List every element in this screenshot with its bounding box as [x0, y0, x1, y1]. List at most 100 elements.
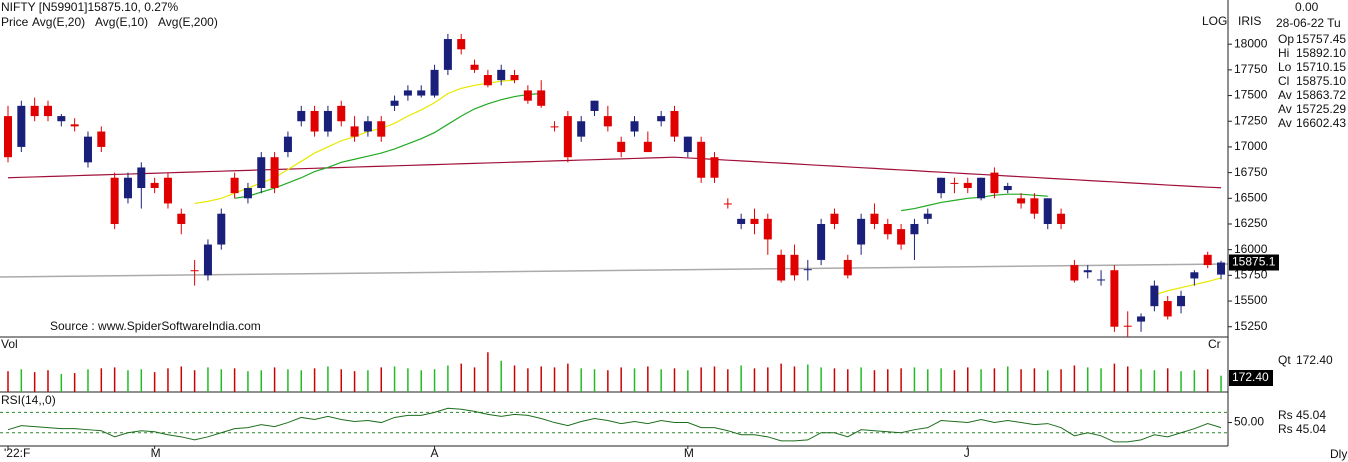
candle-body — [270, 157, 279, 189]
candle-body — [350, 126, 359, 137]
candle-body — [297, 110, 306, 122]
candle-body — [790, 254, 799, 276]
info-label: Av — [1278, 116, 1292, 130]
candle-body — [617, 141, 626, 153]
y-tick-label: 18000 — [1234, 36, 1268, 50]
candle-body — [990, 172, 999, 194]
candle-body — [523, 90, 532, 101]
candle-body — [550, 126, 559, 128]
info-value: 15710.15 — [1296, 60, 1346, 74]
candle-body — [577, 121, 586, 137]
candle-body — [710, 157, 719, 178]
candle-body — [590, 100, 599, 111]
candle-body — [963, 182, 972, 189]
candle-body — [230, 177, 239, 194]
x-tick-label: A — [431, 446, 439, 460]
ma-line — [901, 193, 1048, 212]
candle-body — [1137, 316, 1146, 322]
candle-body — [843, 259, 852, 276]
candle-body — [137, 167, 146, 189]
rsi-line — [7, 407, 1222, 443]
last-volume-label: 172.40 — [1232, 370, 1269, 384]
info-value: 15863.72 — [1296, 88, 1346, 102]
x-tick-label: M — [684, 446, 694, 460]
info-value: 15725.29 — [1296, 102, 1346, 116]
candle-body — [1097, 279, 1106, 281]
candle-body — [977, 177, 986, 199]
candle-body — [30, 105, 39, 117]
candle-body — [750, 218, 759, 224]
candle-body — [1030, 198, 1039, 214]
candle-body — [457, 39, 466, 50]
info-value: 15875.10 — [1296, 74, 1346, 88]
info-value: 172.40 — [1296, 353, 1333, 367]
candle-body — [257, 157, 266, 189]
candle-body — [177, 213, 186, 224]
candle-body — [883, 223, 892, 235]
candle-body — [57, 116, 66, 122]
candle-body — [657, 116, 666, 122]
candle-body — [1163, 301, 1172, 317]
candle-body — [630, 121, 639, 132]
candle-body — [777, 254, 786, 281]
candle-body — [950, 182, 959, 184]
y-tick-label: 16000 — [1234, 242, 1268, 256]
candle-body — [1017, 198, 1026, 204]
candle-body — [190, 270, 199, 272]
candle-body — [537, 90, 546, 106]
corner-label: IRIS — [1238, 14, 1261, 28]
candle-body — [643, 141, 652, 153]
candle-body — [603, 116, 612, 127]
info-value: 16602.43 — [1296, 116, 1346, 130]
candle-body — [870, 213, 879, 224]
candle-body — [363, 121, 372, 132]
candle-body — [683, 136, 692, 153]
log-button[interactable]: LOG — [1202, 14, 1227, 28]
info-value: 45.04 — [1296, 408, 1326, 422]
legend-price: Price — [1, 15, 29, 29]
y-tick-label: 16500 — [1234, 190, 1268, 204]
candle-body — [1123, 325, 1132, 327]
candle-body — [1003, 185, 1012, 191]
x-tick-label: '22:F — [4, 446, 30, 460]
info-label: Cl — [1278, 74, 1289, 88]
candle-body — [1177, 295, 1186, 307]
candle-body — [1057, 213, 1066, 224]
candle-body — [430, 69, 439, 96]
legend-entry: Avg(E,200) — [158, 15, 218, 29]
candle-body — [70, 124, 79, 127]
candle-body — [723, 203, 732, 205]
info-value: 15757.45 — [1296, 32, 1346, 46]
candle-body — [697, 141, 706, 178]
legend-entry: Avg(E,20) — [32, 15, 85, 29]
candle-body — [1070, 265, 1079, 281]
candle-body — [390, 100, 399, 106]
candle-body — [1083, 270, 1092, 273]
y-tick-label: 17000 — [1234, 139, 1268, 153]
candle-body — [483, 75, 492, 86]
candle-body — [670, 110, 679, 137]
candle-body — [1043, 198, 1052, 224]
info-label: Op — [1278, 32, 1294, 46]
candle-body — [1217, 262, 1226, 275]
candle-body — [243, 188, 252, 199]
y-tick-label: 16750 — [1234, 165, 1268, 179]
candle-body — [417, 90, 426, 96]
candle-body — [470, 64, 479, 70]
candle-body — [923, 213, 932, 219]
ma-line — [7, 156, 1222, 189]
candle-body — [217, 213, 226, 245]
info-label: Rs — [1278, 422, 1293, 436]
chart-title: NIFTY [N59901]15875.10, 0.27% — [1, 0, 179, 14]
periodicity[interactable]: Dly — [1330, 447, 1347, 461]
y-tick-label: 15500 — [1234, 293, 1268, 307]
candle-body — [150, 182, 159, 189]
candle-body — [17, 105, 26, 147]
candle-body — [443, 39, 452, 70]
x-tick-label: J — [964, 446, 970, 460]
x-tick-label: M — [151, 446, 161, 460]
candle-body — [110, 177, 119, 224]
info-label: Qt — [1278, 353, 1291, 367]
